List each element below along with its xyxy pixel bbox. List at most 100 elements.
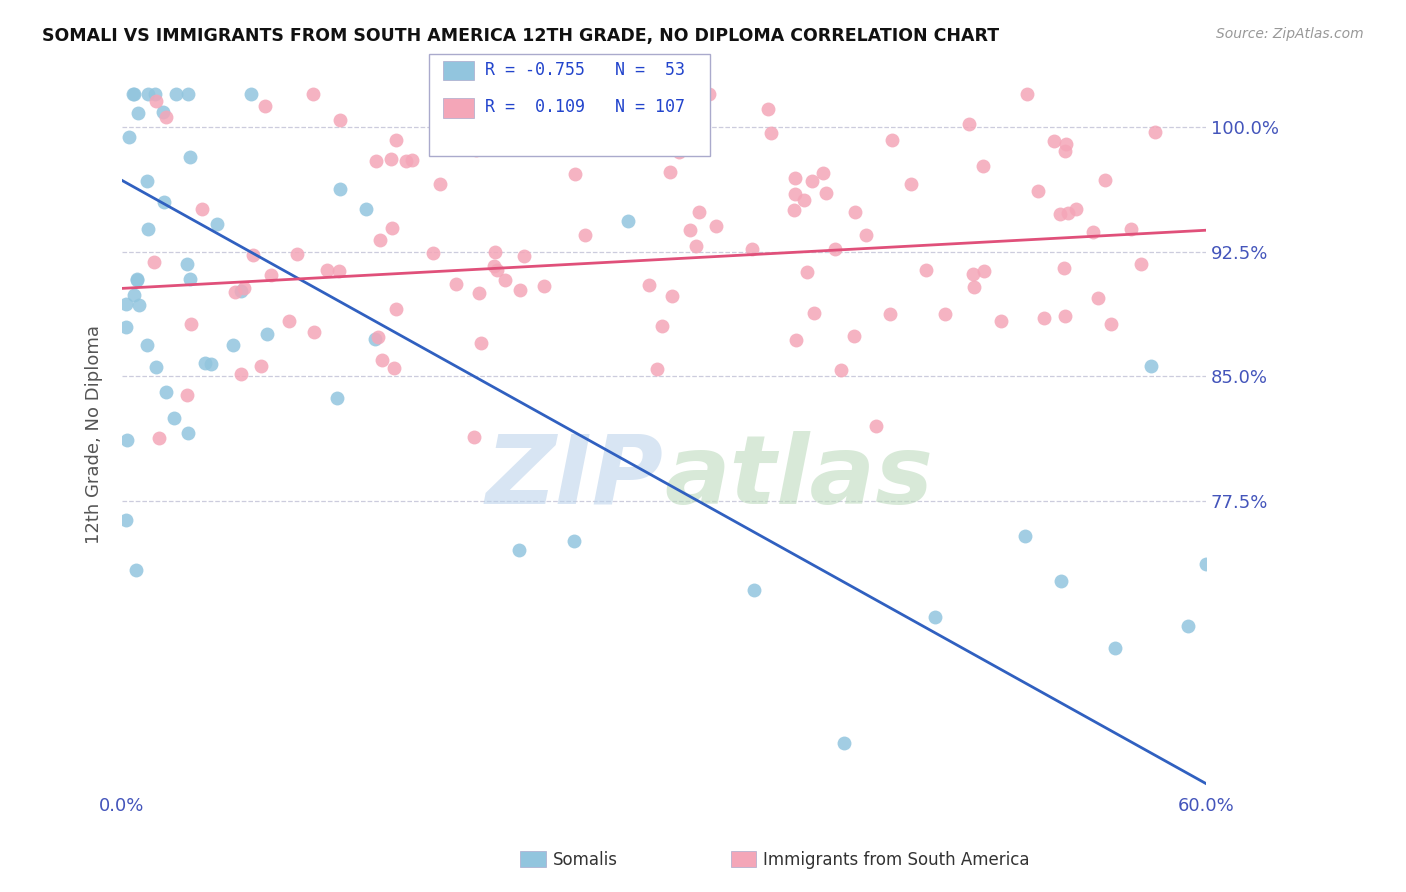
Point	[1028, 184, 1050, 198]
Point	[697, 87, 720, 101]
Point	[785, 333, 807, 347]
Point	[882, 133, 904, 147]
Point	[253, 99, 276, 113]
Point	[1053, 309, 1076, 323]
Point	[482, 260, 505, 274]
Point	[125, 271, 148, 285]
Point	[422, 246, 444, 260]
Point	[163, 410, 186, 425]
Point	[1094, 173, 1116, 187]
Point	[973, 264, 995, 278]
Point	[153, 194, 176, 209]
Point	[990, 314, 1012, 328]
Point	[815, 186, 838, 200]
Point	[513, 249, 536, 263]
Point	[1043, 134, 1066, 148]
Point	[924, 609, 946, 624]
Point	[915, 263, 938, 277]
Point	[380, 152, 402, 166]
Point	[844, 205, 866, 219]
Point	[152, 105, 174, 120]
Point	[233, 281, 256, 295]
Point	[368, 233, 391, 247]
Point	[957, 118, 980, 132]
Point	[122, 87, 145, 101]
Point	[143, 255, 166, 269]
Point	[900, 178, 922, 192]
Point	[136, 87, 159, 101]
Text: ZIP: ZIP	[486, 431, 664, 524]
Point	[177, 87, 200, 101]
Point	[124, 563, 146, 577]
Point	[562, 534, 585, 549]
Point	[1087, 291, 1109, 305]
Text: R = -0.755   N =  53: R = -0.755 N = 53	[485, 61, 685, 78]
Point	[661, 289, 683, 303]
Point	[190, 202, 212, 216]
Point	[1017, 87, 1039, 101]
Point	[1014, 529, 1036, 543]
Point	[136, 222, 159, 236]
Point	[470, 335, 492, 350]
Point	[1033, 311, 1056, 326]
Point	[865, 418, 887, 433]
Point	[370, 353, 392, 368]
Point	[194, 356, 217, 370]
Point	[685, 239, 707, 253]
Point	[486, 263, 509, 277]
Point	[1104, 640, 1126, 655]
Point	[143, 87, 166, 101]
Point	[115, 513, 138, 527]
Point	[811, 166, 834, 180]
Point	[1064, 202, 1087, 216]
Point	[260, 268, 283, 282]
Point	[564, 167, 586, 181]
Text: atlas: atlas	[664, 431, 932, 524]
Text: SOMALI VS IMMIGRANTS FROM SOUTH AMERICA 12TH GRADE, NO DIPLOMA CORRELATION CHART: SOMALI VS IMMIGRANTS FROM SOUTH AMERICA …	[42, 27, 1000, 45]
Point	[124, 87, 146, 101]
Point	[704, 219, 727, 233]
Point	[830, 363, 852, 377]
Point	[1195, 557, 1218, 571]
Point	[385, 133, 408, 147]
Point	[533, 278, 555, 293]
Point	[285, 247, 308, 261]
Point	[1057, 206, 1080, 220]
Point	[796, 265, 818, 279]
Point	[176, 388, 198, 402]
Point	[118, 129, 141, 144]
Point	[1050, 574, 1073, 588]
Point	[509, 283, 531, 297]
Point	[759, 126, 782, 140]
Point	[659, 165, 682, 179]
Point	[803, 306, 825, 320]
Point	[855, 227, 877, 242]
Point	[224, 285, 246, 300]
Point	[484, 245, 506, 260]
Point	[367, 330, 389, 344]
Point	[240, 87, 263, 101]
Point	[1143, 125, 1166, 139]
Point	[742, 583, 765, 598]
Point	[756, 102, 779, 116]
Point	[651, 319, 673, 334]
Point	[155, 111, 177, 125]
Point	[145, 94, 167, 108]
Point	[205, 218, 228, 232]
Point	[472, 90, 495, 104]
Point	[844, 329, 866, 343]
Point	[128, 298, 150, 312]
Point	[326, 391, 349, 405]
Point	[1177, 619, 1199, 633]
Point	[114, 319, 136, 334]
Point	[834, 736, 856, 750]
Point	[1121, 221, 1143, 235]
Point	[793, 193, 815, 207]
Text: Immigrants from South America: Immigrants from South America	[763, 851, 1031, 869]
Point	[495, 273, 517, 287]
Point	[179, 272, 201, 286]
Point	[364, 153, 387, 168]
Text: R =  0.109   N = 107: R = 0.109 N = 107	[485, 98, 685, 116]
Point	[1099, 317, 1122, 331]
Point	[176, 257, 198, 271]
